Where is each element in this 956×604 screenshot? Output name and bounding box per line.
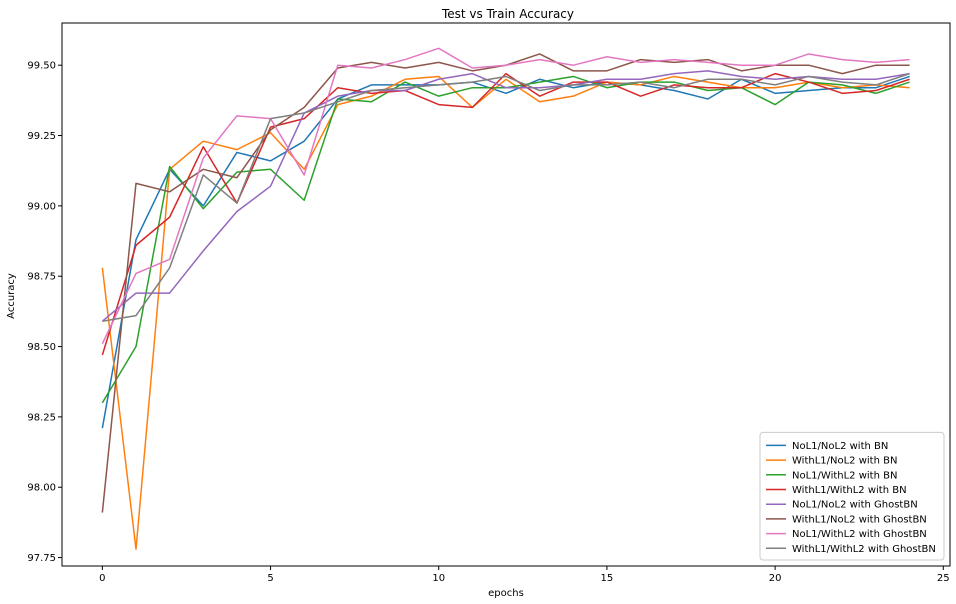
legend-entry: NoL1/NoL2 with BN <box>792 441 888 452</box>
x-tick-label: 25 <box>937 573 950 584</box>
x-tick-label: 5 <box>267 573 273 584</box>
legend: NoL1/NoL2 with BN WithL1/NoL2 with BN NoL1… <box>759 431 945 561</box>
series-line-5 <box>101 70 910 322</box>
y-tick-label: 98.50 <box>27 342 56 353</box>
y-tick-label: 98.25 <box>27 412 56 423</box>
y-axis-ticks: 97.75 98.00 98.25 98.50 98.75 99.00 99.25 99.50 <box>27 61 62 564</box>
x-axis-ticks: 0 5 10 15 20 25 <box>99 566 950 584</box>
x-tick-label: 15 <box>601 573 614 584</box>
legend-entry: WithL1/NoL2 with BN <box>792 456 897 467</box>
x-tick-label: 0 <box>99 573 105 584</box>
legend-entry: NoL1/WithL2 with BN <box>792 470 897 481</box>
series-line-2 <box>101 75 910 550</box>
series-line-8 <box>102 72 910 322</box>
legend-box <box>759 431 945 561</box>
series-line-7 <box>101 47 910 345</box>
legend-entry: NoL1/WithL2 with GhostBN <box>792 529 927 540</box>
x-tick-label: 20 <box>769 573 782 584</box>
y-tick-label: 99.00 <box>27 201 56 212</box>
x-axis-label: epochs <box>488 588 524 599</box>
x-tick-label: 10 <box>432 573 445 584</box>
legend-entry: NoL1/NoL2 with GhostBN <box>792 500 918 511</box>
legend-entry: WithL1/NoL2 with GhostBN <box>792 514 927 525</box>
legend-entry: WithL1/WithL2 with GhostBN <box>792 544 936 555</box>
y-tick-label: 98.00 <box>27 483 56 494</box>
y-tick-label: 97.75 <box>27 553 56 564</box>
series-line-1 <box>101 75 910 429</box>
y-axis-label: Accuracy <box>6 273 17 319</box>
y-tick-label: 99.50 <box>27 61 56 72</box>
series-line-3 <box>101 75 910 404</box>
chart-title: Test vs Train Accuracy <box>441 7 574 21</box>
y-tick-label: 99.25 <box>27 131 56 142</box>
series-line-4 <box>101 72 910 356</box>
legend-entry: WithL1/WithL2 with BN <box>792 485 907 496</box>
series-layer <box>101 47 910 550</box>
plot-frame <box>61 22 951 567</box>
y-tick-label: 98.75 <box>27 272 56 283</box>
